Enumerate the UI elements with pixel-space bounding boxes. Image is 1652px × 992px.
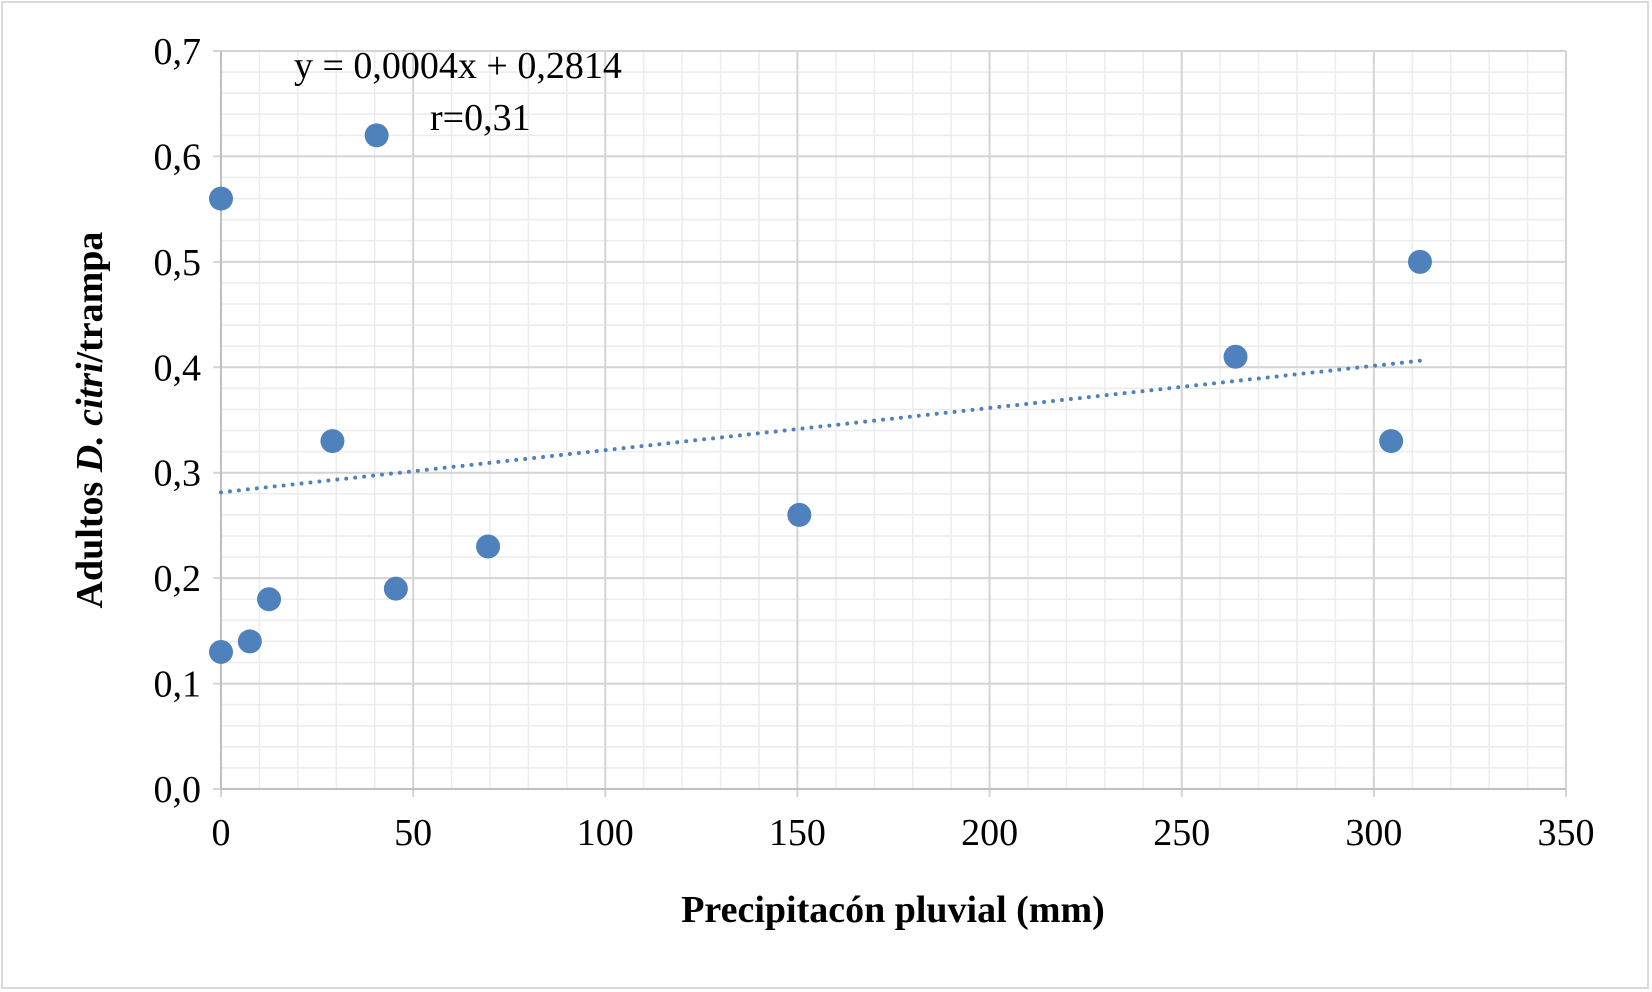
data-point xyxy=(787,502,812,527)
y-tick-label: 0,4 xyxy=(154,347,202,389)
x-tick-label: 50 xyxy=(394,812,432,854)
x-tick-label: 200 xyxy=(961,812,1018,854)
axes xyxy=(220,51,1566,790)
x-tick-label: 0 xyxy=(212,812,231,854)
data-point xyxy=(1407,249,1432,274)
x-tick-label: 300 xyxy=(1345,812,1402,854)
y-tick-label: 0,2 xyxy=(154,558,202,600)
x-tick-label: 350 xyxy=(1538,812,1595,854)
y-tick-label: 0,1 xyxy=(154,664,202,706)
data-point xyxy=(364,123,389,148)
data-point xyxy=(1223,344,1248,369)
data-point xyxy=(237,629,262,654)
y-tick-label: 0,6 xyxy=(154,136,202,178)
data-point xyxy=(320,429,345,454)
data-point xyxy=(1379,429,1404,454)
y-tick-label: 0,0 xyxy=(154,769,202,811)
trendline-equation: y = 0,0004x + 0,2814 xyxy=(294,45,622,87)
data-point xyxy=(209,186,233,211)
y-tick-label: 0,3 xyxy=(154,453,202,495)
y-axis-label: Adultos D. citri/trampa xyxy=(69,232,111,609)
data-points xyxy=(209,123,1432,664)
x-tick-label: 100 xyxy=(577,812,634,854)
trendline-line xyxy=(219,358,1422,495)
y-axis-label-species: D. citri xyxy=(69,362,111,473)
x-tick-label: 250 xyxy=(1153,812,1210,854)
data-point xyxy=(476,534,501,559)
trendline xyxy=(219,358,1422,495)
y-axis-label-part: Adultos xyxy=(69,472,111,608)
tick-labels: 0 50 100 150 200 250 300 350 0,0 0,1 0,2 0,3 0,4 0,5 0… xyxy=(154,31,1595,854)
data-point xyxy=(209,639,233,664)
gridlines xyxy=(213,50,1567,797)
y-tick-label: 0,5 xyxy=(154,242,202,284)
data-point xyxy=(383,576,408,601)
correlation-label: r=0,31 xyxy=(430,97,531,139)
y-tick-label: 0,7 xyxy=(154,31,202,73)
x-axis-label: Precipitacón pluvial (mm) xyxy=(681,889,1105,931)
x-tick-label: 150 xyxy=(769,812,826,854)
data-point xyxy=(257,587,282,612)
y-axis-label-part: /trampa xyxy=(69,232,111,364)
